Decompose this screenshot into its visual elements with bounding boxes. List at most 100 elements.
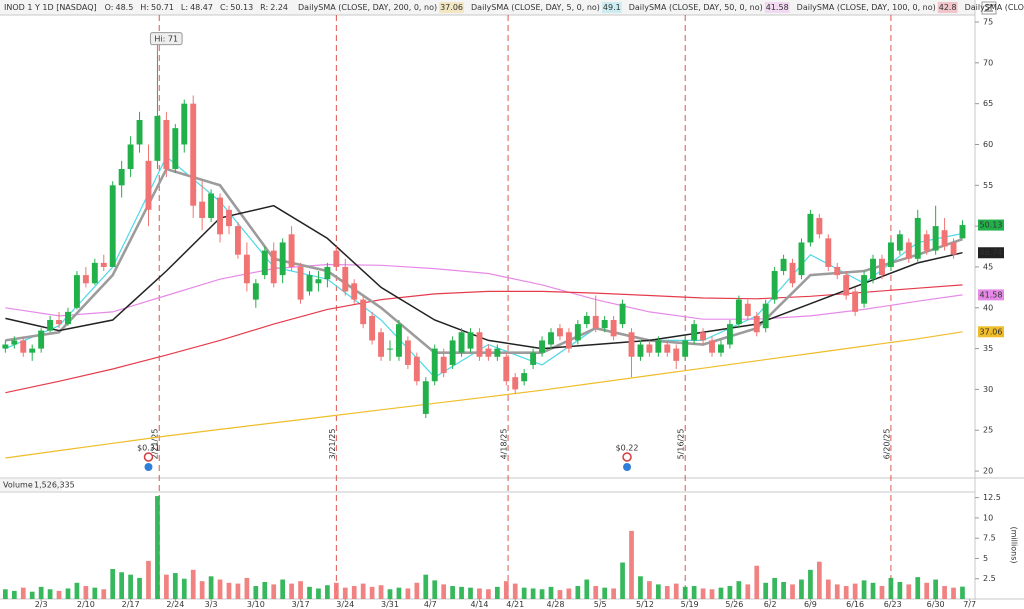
volume-bar — [423, 574, 429, 599]
candle-body — [315, 279, 322, 284]
volume-bar — [718, 587, 724, 599]
candle-body — [512, 377, 519, 390]
ohlc-value: 48.47 — [190, 3, 213, 12]
volume-tick-label: 5 — [983, 554, 988, 563]
candle-body — [548, 332, 554, 345]
volume-tick-label: 2.5 — [983, 574, 996, 583]
candle-body — [11, 340, 18, 345]
volume-bar — [74, 582, 80, 599]
candle-body — [136, 119, 143, 145]
volume-bar — [316, 588, 321, 599]
candle-body — [369, 315, 376, 341]
volume-bar — [602, 587, 608, 599]
volume-bar — [790, 584, 795, 599]
volume-bar — [655, 584, 661, 599]
volume-bar — [521, 587, 527, 599]
dividend-icon — [143, 452, 154, 462]
candle-body — [673, 348, 680, 361]
candle-body — [163, 119, 170, 169]
volume-bar — [691, 586, 697, 599]
candle-body — [798, 242, 805, 276]
candle-body — [718, 344, 724, 353]
volume-bar — [888, 577, 894, 599]
volume-bar — [56, 590, 62, 599]
candle-body — [637, 344, 644, 357]
earnings-icon — [144, 463, 153, 471]
volume-bar — [333, 582, 339, 599]
icon-glyph[interactable] — [983, 4, 995, 12]
event-label: 6/20/25 — [882, 429, 891, 460]
candle-body — [82, 275, 89, 284]
candle-body — [825, 238, 832, 267]
candle-body — [252, 283, 259, 300]
ohlc-value: 50.13 — [230, 3, 253, 12]
settings-icon[interactable] — [981, 1, 997, 15]
candle-body — [243, 254, 250, 284]
candle-body — [73, 275, 80, 308]
volume-bar — [557, 590, 563, 599]
volume-bar — [199, 581, 205, 599]
event-label: 2/21/25 — [151, 429, 160, 460]
candle-body — [65, 311, 71, 325]
volume-bar — [47, 589, 53, 599]
volume-bar — [494, 586, 500, 599]
legend-name: DailySMA (CLOSE, DAY, 100, 0, no) — [797, 3, 936, 12]
volume-bar — [709, 589, 715, 599]
volume-bar — [852, 583, 858, 599]
volume-bar — [736, 581, 742, 599]
volume-bar — [647, 581, 652, 599]
candle-body — [610, 320, 617, 337]
legend-value-box — [937, 2, 958, 13]
volume-bar — [673, 583, 679, 599]
volume-bar — [208, 576, 214, 599]
volume-bar — [172, 573, 178, 599]
candle-body — [306, 275, 313, 292]
candle-body — [324, 266, 331, 280]
event-label: 4/18/25 — [500, 429, 509, 460]
volume-bar — [539, 589, 545, 599]
candle-body — [476, 332, 483, 357]
candle-body — [726, 324, 733, 345]
candle-body — [118, 168, 125, 186]
volume-bar — [745, 584, 751, 599]
candle-body — [261, 250, 268, 276]
sma-line — [5, 204, 963, 350]
volume-bar — [629, 530, 634, 599]
candle-body — [932, 226, 939, 251]
legend-value-box — [439, 2, 464, 13]
candle-body — [619, 303, 626, 325]
legend-truncated: DailySMA (CLOSE, — [965, 3, 1024, 12]
candle-body — [896, 234, 903, 251]
candle-body — [449, 340, 456, 365]
candle-body — [771, 271, 778, 300]
volume-last: 1,526,335 — [34, 481, 75, 490]
x-tick-label: 2/10 — [77, 600, 95, 609]
volume-bar — [781, 581, 786, 599]
candle-body — [494, 348, 501, 357]
candle-body — [20, 340, 27, 353]
volume-bar — [816, 561, 822, 599]
volume-bar — [92, 587, 98, 599]
volume-bar — [593, 586, 599, 599]
y-tick-label: 30 — [983, 385, 993, 394]
y-tick-label: 35 — [983, 344, 993, 353]
last-value-box — [978, 326, 1004, 338]
volume-bar — [620, 562, 625, 599]
volume-bar — [101, 589, 107, 599]
volume-bar — [253, 586, 259, 599]
volume-bar — [799, 579, 804, 599]
x-tick-label: 5/5 — [594, 600, 607, 609]
candle-body — [395, 324, 402, 357]
volume-bar — [369, 586, 375, 599]
volume-bar — [450, 586, 455, 599]
volume-bar — [566, 588, 572, 599]
volume-bar — [137, 577, 142, 599]
candle-body — [2, 344, 9, 349]
legend-value-box — [601, 2, 622, 13]
candle-body — [226, 209, 232, 227]
candle-body — [38, 330, 45, 349]
x-tick-label: 6/2 — [764, 600, 777, 609]
dividend-label: $0.22 — [616, 444, 639, 453]
volume-bar — [638, 576, 643, 599]
candle-body — [333, 250, 340, 267]
